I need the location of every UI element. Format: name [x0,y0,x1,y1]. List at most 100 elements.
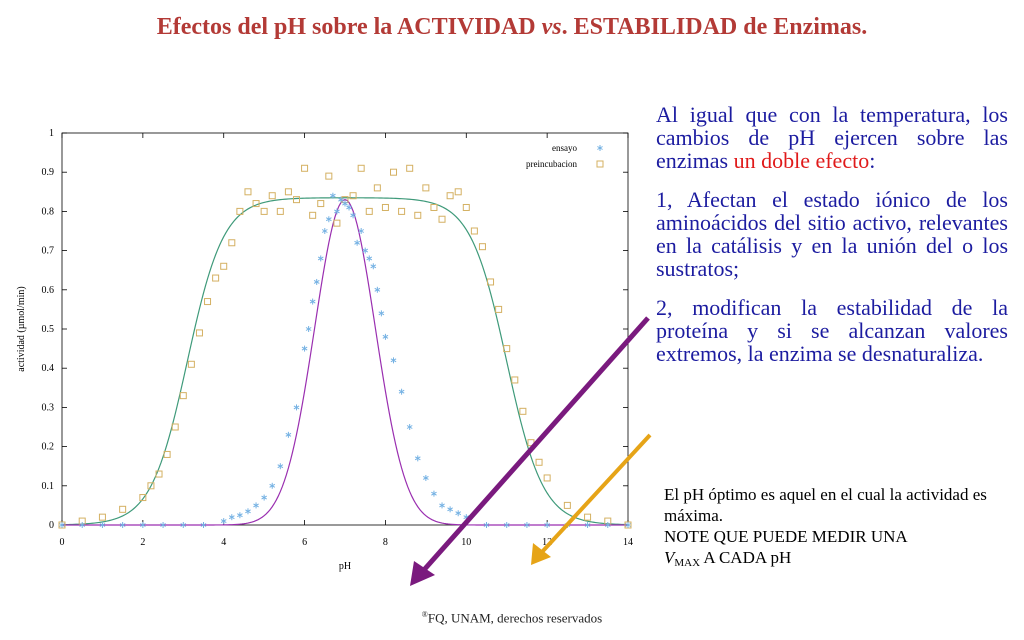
ensayo-point [237,512,243,519]
ensayo-point [228,514,235,521]
ensayo-point [325,216,332,223]
ensayo-point [350,212,356,219]
x-tick-label: 8 [383,537,388,548]
y-tick-label: 0 [49,520,54,531]
x-tick-label: 6 [302,537,307,548]
ensayo-point [483,522,490,528]
ensayo-point [584,522,591,528]
optimum-note: El pH óptimo es aquel en el cual la acti… [664,484,1004,574]
intro-colon: : [869,148,876,173]
ensayo-point [313,278,320,285]
ensayo-point [382,333,389,340]
ensayo-point [358,228,365,234]
y-tick-label: 0.7 [42,246,55,257]
preincubacion-point [406,164,414,172]
copyright: ®FQ, UNAM, derechos reservados [0,610,1024,626]
ensayo-point [374,286,381,293]
preincubacion-point [244,188,252,196]
purple-arrow-head [410,561,435,586]
plot-frame [61,132,629,526]
preincubacion-point [292,196,300,204]
preincubacion-point [284,188,292,196]
x-tick-label: 0 [60,537,65,548]
ensayo-point [431,490,437,497]
y-tick-label: 0.1 [42,481,55,492]
preincubacion-point [252,200,260,208]
y-tick-label: 0.3 [42,402,55,413]
preincubacion-point [260,207,268,215]
preincubacion-point [414,211,422,219]
preincubacion-point [212,274,220,282]
preincubacion-point [147,482,155,490]
ensayo-point [309,298,316,305]
ensayo-point [625,522,631,528]
ensayo-point [447,506,453,513]
x-tick-label: 2 [140,537,145,548]
ensayo-point [180,522,187,528]
vmax-subscript: MAX [674,557,701,569]
ensayo-point [139,522,146,528]
ensayo-point [346,204,352,211]
preincubacion-point [511,376,519,384]
y-tick-label: 0.5 [42,324,55,335]
chart-axes: 0 2 4 6 8 10 12 14 0 0.1 0.2 0.3 0.4 0.5 0.6 0.7 0.8 0.9 1 [42,128,634,548]
ensayo-point [253,502,259,509]
ensayo-point [245,508,251,515]
ensayo-point [370,263,377,270]
preincubacion-point [268,192,276,200]
title-vs: vs [541,14,562,40]
preincubacion-point [422,184,430,192]
x-axis-label: pH [339,561,351,572]
preincubacion-point [503,345,511,353]
preincubacion-point [236,207,244,215]
preincubacion-point [446,192,454,200]
ensayo-point [321,228,328,234]
ensayo-point [59,522,65,528]
slide-title: Efectos del pH sobre la ACTIVIDAD vs. ES… [0,14,1024,41]
preincubacion-point [119,505,127,513]
preincubacion-point [276,207,284,215]
note-line1: El pH óptimo es aquel en el cual la acti… [664,485,987,525]
x-tick-label: 10 [461,537,471,548]
preincubacion-fit-curve [61,197,629,526]
y-tick-label: 0.6 [42,285,55,296]
copyright-text: FQ, UNAM, derechos reservados [427,610,603,626]
ensayo-point [390,357,397,364]
preincubacion-point [535,458,543,466]
preincubacion-point [563,501,571,509]
x-tick-label: 4 [221,537,226,548]
preincubacion-point [163,450,171,458]
y-tick-label: 0.9 [42,167,55,178]
ensayo-point [398,388,405,395]
preincubacion-point [179,392,187,400]
preincubacion-point [195,329,203,337]
y-tick-label: 1 [49,128,54,139]
paragraph-intro: Al igual que con la temperatura, los cam… [656,103,1008,172]
preincubacion-point [398,207,406,215]
orange-arrow-head [531,543,551,565]
preincubacion-point [228,239,236,247]
ensayo-point [414,455,421,462]
preincubacion-point [495,305,503,313]
registered-mark: ® [421,610,428,619]
y-tick-label: 0.8 [42,206,55,217]
note-line2: NOTE QUE PUEDE MEDIR UNA [664,527,908,546]
ensayo-point [261,494,268,501]
ensayo-point [269,482,276,489]
preincubacion-point [220,262,228,270]
intro-highlight: un doble efecto [733,148,870,173]
ph-activity-chart: 0 2 4 6 8 10 12 14 0 0.1 0.2 0.3 0.4 0.5 0.6 0.7 0.8 0.9 1… [16,128,652,586]
preincubacion-point [187,360,195,368]
intro-text: Al igual que con la temperatura, los cam… [656,102,1008,173]
preincubacion-point [365,207,373,215]
ensayo-point [366,255,373,262]
preincubacion-point [155,470,163,478]
legend-ensayo-label: ensayo [552,143,577,153]
legend-preincubacion-label: preincubacion [526,159,577,169]
ensayo-point [544,522,551,528]
y-axis-label: actividad (µmol/min) [16,286,27,371]
ensayo-point [354,239,360,246]
preincubacion-point [204,298,212,306]
preincubacion-point [98,513,106,521]
ensayo-point [455,510,462,517]
